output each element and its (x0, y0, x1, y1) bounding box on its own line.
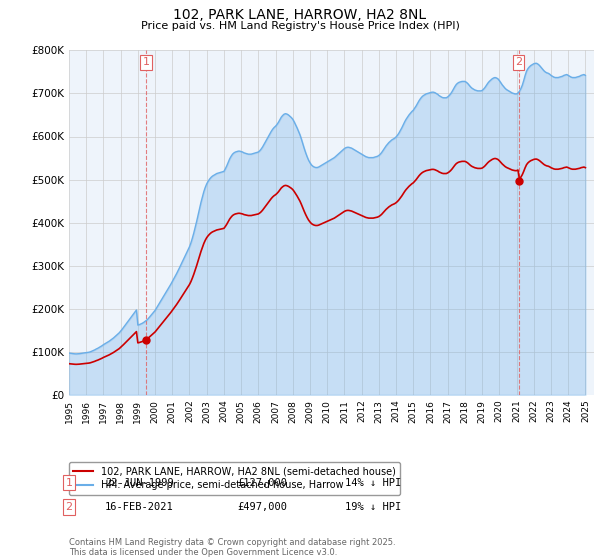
Text: 22-JUN-1999: 22-JUN-1999 (105, 478, 174, 488)
Text: 19% ↓ HPI: 19% ↓ HPI (345, 502, 401, 512)
Text: £497,000: £497,000 (237, 502, 287, 512)
Text: 16-FEB-2021: 16-FEB-2021 (105, 502, 174, 512)
Legend: 102, PARK LANE, HARROW, HA2 8NL (semi-detached house), HPI: Average price, semi-: 102, PARK LANE, HARROW, HA2 8NL (semi-de… (68, 461, 400, 495)
Text: 2: 2 (515, 57, 522, 67)
Text: 1: 1 (142, 57, 149, 67)
Text: 14% ↓ HPI: 14% ↓ HPI (345, 478, 401, 488)
Text: 2: 2 (65, 502, 73, 512)
Text: 1: 1 (65, 478, 73, 488)
Text: £127,000: £127,000 (237, 478, 287, 488)
Text: Contains HM Land Registry data © Crown copyright and database right 2025.
This d: Contains HM Land Registry data © Crown c… (69, 538, 395, 557)
Text: Price paid vs. HM Land Registry's House Price Index (HPI): Price paid vs. HM Land Registry's House … (140, 21, 460, 31)
Text: 102, PARK LANE, HARROW, HA2 8NL: 102, PARK LANE, HARROW, HA2 8NL (173, 8, 427, 22)
